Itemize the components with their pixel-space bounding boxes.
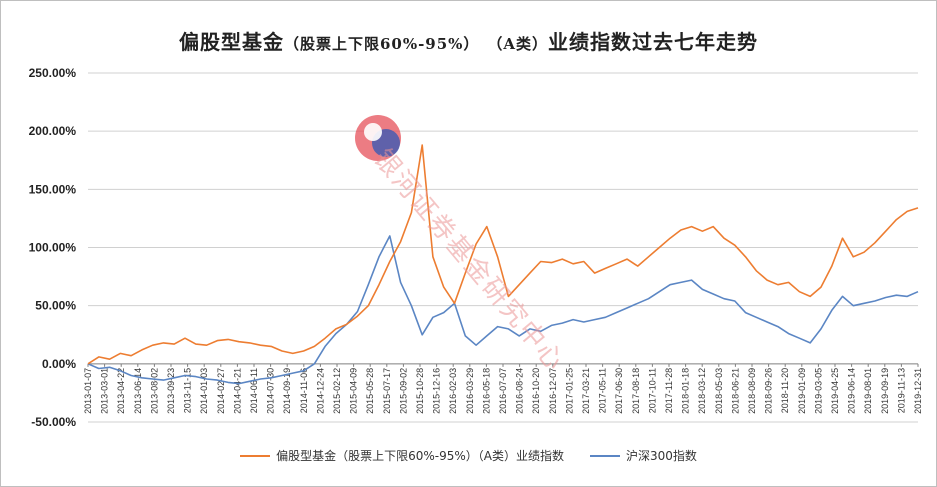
x-tick-label: 2014-06-11 (249, 368, 259, 413)
legend-item-fund: 偏股型基金（股票上下限60%-95%）（A类）业绩指数 (240, 447, 564, 464)
x-tick-label: 2013-09-23 (166, 368, 176, 414)
x-tick-label: 2013-06-14 (133, 368, 143, 414)
y-tick-label: 200.00% (29, 124, 77, 138)
legend-item-csi300: 沪深300指数 (589, 447, 697, 464)
x-tick-label: 2015-07-17 (382, 368, 392, 414)
x-tick-label: 2018-09-26 (764, 368, 774, 414)
x-tick-label: 2016-05-18 (481, 368, 491, 414)
x-tick-label: 2018-08-09 (747, 368, 757, 414)
x-tick-label: 2019-01-09 (797, 368, 807, 414)
x-tick-label: 2016-10-20 (531, 368, 541, 414)
x-tick-label: 2013-11-15 (183, 368, 193, 413)
x-tick-label: 2017-06-30 (614, 368, 624, 414)
y-tick-label: 50.00% (35, 299, 76, 313)
legend-swatch-csi300 (589, 454, 620, 457)
y-tick-label: 150.00% (29, 182, 77, 196)
x-tick-label: 2014-02-27 (216, 368, 226, 414)
x-tick-label: 2019-03-05 (813, 368, 823, 414)
chart-title: 偏股型基金（股票上下限60%-95%） （A类）业绩指数过去七年走势 (178, 30, 759, 54)
x-tick-label: 2013-04-22 (116, 368, 126, 414)
x-tick-label: 2017-05-11 (598, 368, 608, 413)
x-tick-label: 2018-06-21 (730, 368, 740, 414)
watermark-logo (355, 115, 401, 161)
x-tick-label: 2017-01-25 (564, 368, 574, 414)
x-tick-label: 2013-08-02 (149, 368, 159, 414)
x-tick-label: 2015-04-09 (349, 368, 359, 414)
x-tick-label: 2016-03-29 (465, 368, 475, 414)
x-tick-label: 2016-07-07 (498, 368, 508, 414)
x-tick-label: 2019-11-13 (896, 368, 906, 413)
legend-label-fund: 偏股型基金（股票上下限60%-95%）（A类）业绩指数 (276, 449, 564, 463)
y-tick-label: -50.00% (31, 415, 76, 429)
x-tick-label: 2019-12-31 (913, 368, 923, 414)
x-tick-label: 2019-04-25 (830, 368, 840, 414)
x-tick-label: 2013-01-07 (83, 368, 93, 414)
x-tick-label: 2015-09-02 (398, 368, 408, 414)
x-tick-label: 2014-11-06 (299, 368, 309, 413)
x-tick-label: 2017-11-28 (664, 368, 674, 413)
x-tick-label: 2013-03-01 (100, 368, 110, 414)
x-tick-label: 2018-05-03 (714, 368, 724, 414)
x-tick-label: 2016-08-24 (515, 368, 525, 414)
x-tick-label: 2014-01-03 (199, 368, 209, 414)
x-tick-label: 2015-05-28 (365, 368, 375, 414)
x-tick-label: 2018-01-18 (681, 368, 691, 414)
x-tick-label: 2017-08-18 (631, 368, 641, 414)
x-tick-label: 2018-03-12 (697, 368, 707, 414)
x-tick-label: 2019-09-19 (880, 368, 890, 414)
y-tick-label: 250.00% (29, 66, 77, 80)
x-tick-label: 2016-12-07 (548, 368, 558, 414)
x-tick-label: 2015-12-16 (432, 368, 442, 414)
x-tick-label: 2014-09-19 (282, 368, 292, 414)
x-tick-label: 2015-10-28 (415, 368, 425, 414)
x-tick-label: 2016-02-03 (448, 368, 458, 414)
y-tick-label: 0.00% (42, 357, 76, 371)
legend: 偏股型基金（股票上下限60%-95%）（A类）业绩指数 沪深300指数 (0, 447, 937, 464)
x-tick-label: 2015-02-12 (332, 368, 342, 414)
series-line-csi300 (87, 235, 919, 385)
x-tick-label: 2014-04-21 (232, 368, 242, 414)
x-tick-label: 2019-06-14 (847, 368, 857, 414)
y-tick-label: 100.00% (29, 241, 77, 255)
x-tick-label: 2014-07-30 (266, 368, 276, 414)
x-tick-label: 2019-08-01 (863, 368, 873, 414)
x-tick-label: 2018-11-20 (780, 368, 790, 413)
x-tick-label: 2014-12-24 (315, 368, 325, 414)
legend-swatch-fund (240, 454, 271, 457)
x-tick-label: 2017-03-21 (581, 368, 591, 414)
legend-label-csi300: 沪深300指数 (625, 449, 697, 463)
x-tick-label: 2017-10-11 (647, 368, 657, 413)
series-line-fund (87, 144, 919, 365)
